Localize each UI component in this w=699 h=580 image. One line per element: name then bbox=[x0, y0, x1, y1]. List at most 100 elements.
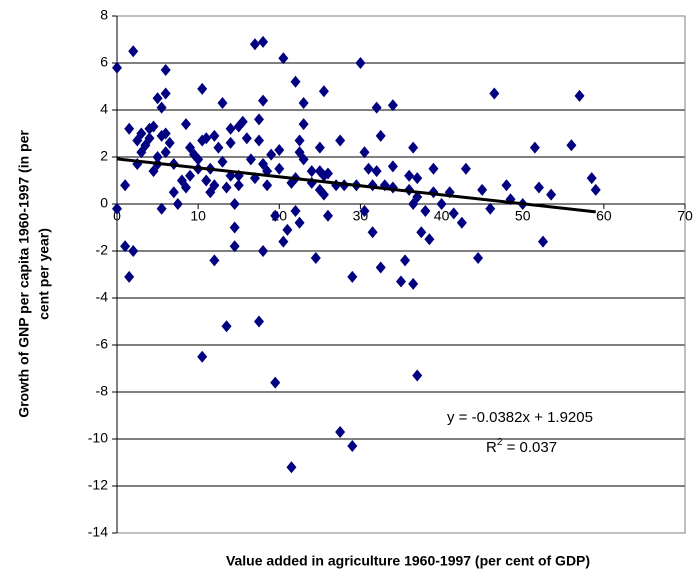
point bbox=[185, 169, 196, 182]
point bbox=[254, 113, 264, 126]
trendline-equation: y = -0.0382x + 1.9205 bbox=[447, 409, 593, 426]
point bbox=[193, 153, 204, 166]
point bbox=[128, 45, 139, 58]
point bbox=[574, 89, 585, 102]
point bbox=[144, 132, 155, 145]
point bbox=[420, 205, 431, 218]
trendline-r2: R2 = 0.037 bbox=[486, 437, 557, 456]
point bbox=[160, 64, 171, 77]
point bbox=[266, 148, 277, 161]
point bbox=[274, 162, 285, 175]
point bbox=[335, 425, 346, 438]
point bbox=[412, 369, 423, 382]
point bbox=[201, 174, 212, 187]
y-tick-label: -12 bbox=[88, 477, 108, 493]
point bbox=[282, 223, 293, 236]
point bbox=[322, 209, 333, 222]
point bbox=[124, 122, 135, 135]
point bbox=[209, 254, 220, 267]
point bbox=[290, 205, 301, 218]
point bbox=[424, 233, 435, 246]
point bbox=[172, 198, 183, 210]
r2-sup: 2 bbox=[497, 437, 503, 448]
point bbox=[120, 179, 131, 192]
y-axis-title-line: Growth of GNP per capita 1960-1997 (in p… bbox=[16, 130, 32, 418]
point bbox=[148, 120, 159, 133]
point bbox=[408, 277, 419, 290]
point bbox=[408, 141, 419, 154]
point bbox=[355, 57, 366, 69]
point bbox=[590, 183, 601, 196]
point bbox=[363, 162, 374, 175]
point bbox=[473, 252, 484, 265]
point bbox=[314, 141, 325, 154]
point bbox=[318, 85, 329, 98]
point bbox=[278, 235, 289, 248]
point bbox=[485, 202, 496, 215]
y-tick-label: -2 bbox=[96, 242, 109, 258]
point bbox=[477, 183, 488, 196]
point bbox=[160, 127, 171, 140]
y-axis-title-line: cent per year) bbox=[36, 228, 52, 320]
point bbox=[217, 155, 228, 168]
point bbox=[566, 139, 577, 152]
point bbox=[152, 151, 163, 163]
point bbox=[306, 165, 317, 178]
point bbox=[375, 261, 386, 274]
point bbox=[371, 165, 382, 178]
point bbox=[546, 188, 557, 201]
point bbox=[233, 179, 244, 192]
point bbox=[221, 320, 232, 333]
point bbox=[168, 186, 179, 199]
point bbox=[416, 226, 427, 239]
point bbox=[164, 136, 175, 149]
point bbox=[294, 216, 305, 229]
y-tick-label: 8 bbox=[100, 7, 108, 23]
point bbox=[201, 132, 212, 145]
point bbox=[225, 136, 236, 149]
point bbox=[387, 160, 398, 173]
point bbox=[258, 245, 269, 257]
point bbox=[152, 92, 163, 105]
point bbox=[359, 146, 370, 159]
point bbox=[136, 127, 147, 140]
point bbox=[124, 270, 135, 283]
point bbox=[229, 240, 240, 253]
point bbox=[112, 61, 122, 74]
x-axis-title: Value added in agriculture 1960-1997 (pe… bbox=[226, 553, 590, 569]
point bbox=[262, 179, 273, 192]
point bbox=[412, 190, 423, 203]
point bbox=[294, 134, 305, 147]
point bbox=[197, 350, 208, 363]
point bbox=[225, 122, 236, 135]
point bbox=[270, 376, 281, 389]
r2-rest: = 0.037 bbox=[502, 439, 557, 456]
point bbox=[241, 132, 252, 145]
point bbox=[347, 270, 358, 283]
point bbox=[197, 82, 208, 95]
point bbox=[359, 205, 370, 218]
point bbox=[254, 134, 264, 147]
point bbox=[404, 169, 415, 182]
point bbox=[128, 245, 139, 257]
point bbox=[156, 202, 167, 215]
point bbox=[298, 153, 309, 166]
point bbox=[456, 216, 467, 229]
point bbox=[286, 461, 297, 474]
point bbox=[460, 162, 471, 175]
point bbox=[371, 101, 382, 114]
point bbox=[209, 129, 220, 142]
point bbox=[160, 146, 171, 159]
point bbox=[229, 221, 240, 234]
y-axis-title: Growth of GNP per capita 1960-1997 (in p… bbox=[16, 130, 52, 418]
x-tick-label: 60 bbox=[596, 208, 612, 224]
y-tick-label: -8 bbox=[96, 383, 109, 399]
point bbox=[258, 35, 269, 48]
point bbox=[278, 52, 289, 65]
point bbox=[387, 99, 398, 112]
point bbox=[335, 134, 346, 147]
x-tick-label: 40 bbox=[434, 208, 450, 224]
point bbox=[249, 38, 260, 51]
point bbox=[538, 235, 548, 248]
